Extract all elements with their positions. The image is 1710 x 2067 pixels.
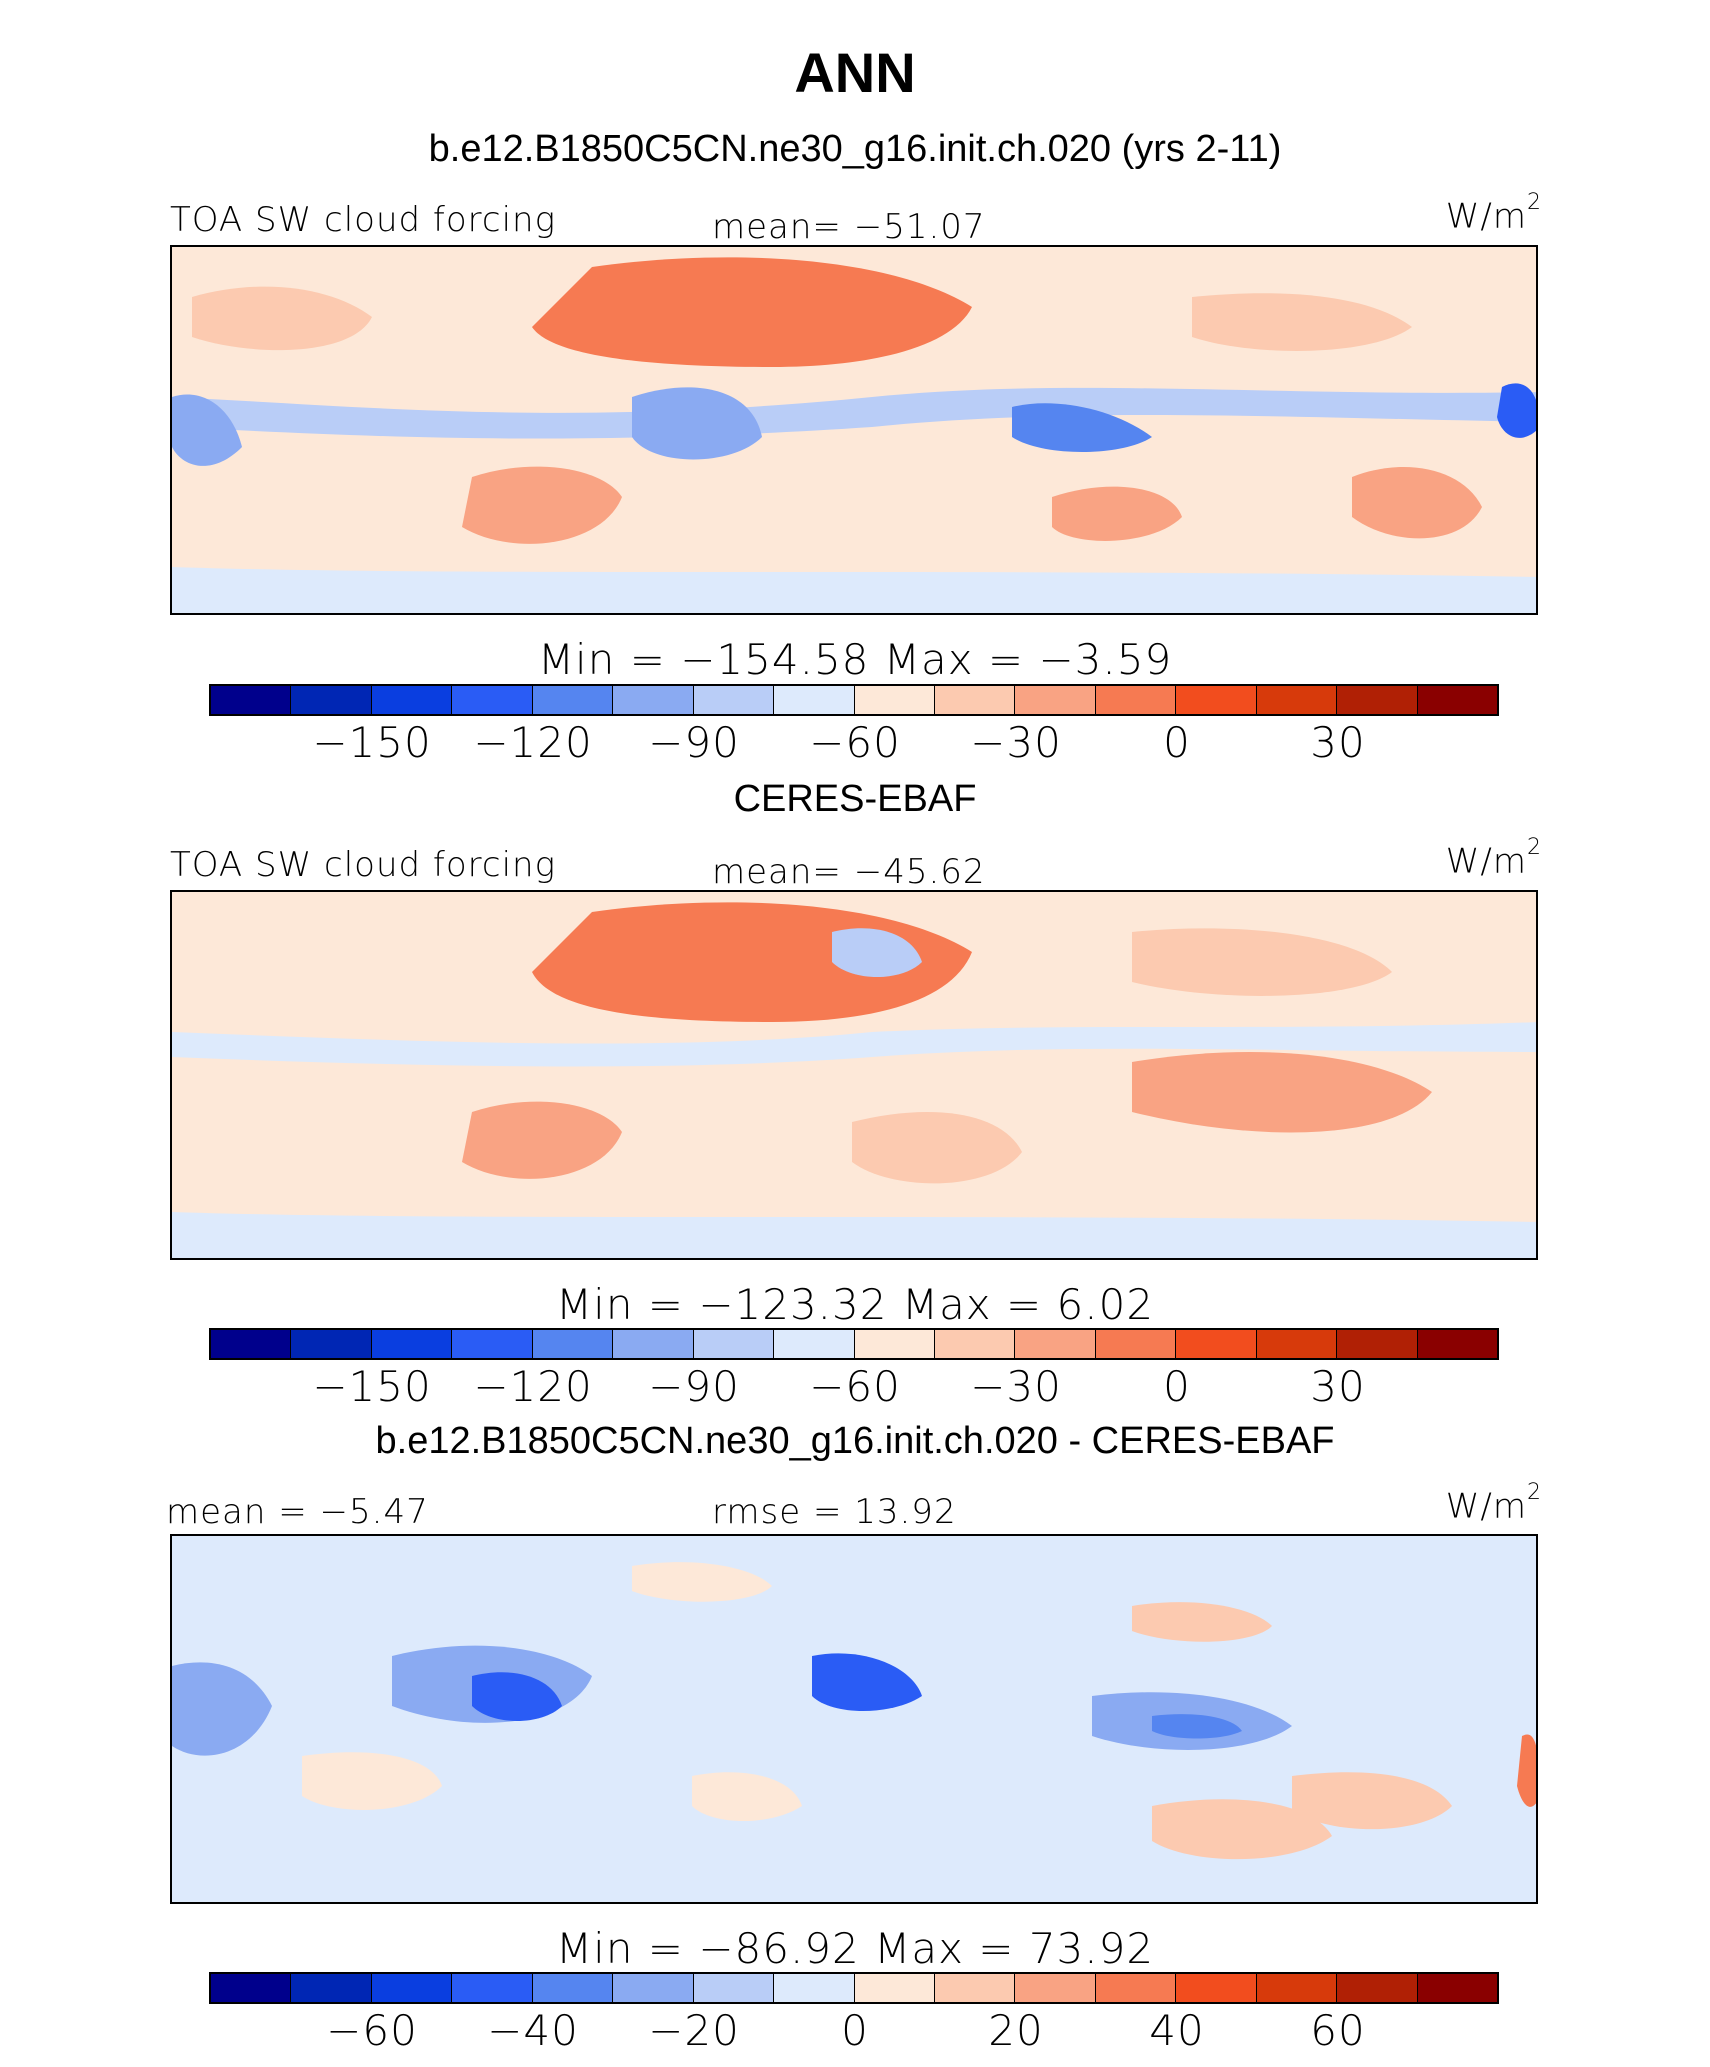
panel-2-tick: −60 bbox=[809, 1362, 901, 1411]
colorbar-cell bbox=[291, 1330, 372, 1358]
colorbar-cell bbox=[854, 1974, 935, 2002]
colorbar-cell bbox=[532, 1330, 614, 1358]
panel-3-minmax: Min = −86.92 Max = 73.92 bbox=[555, 1924, 1155, 1973]
colorbar-cell bbox=[1337, 686, 1418, 714]
panel-1-minmax: Min = −154.58 Max = −3.59 bbox=[537, 635, 1173, 684]
panel-3-map bbox=[170, 1534, 1538, 1904]
panel-3-tick: −60 bbox=[326, 2006, 418, 2055]
panel-2-variable-label: TOA SW cloud forcing bbox=[170, 845, 556, 885]
panel-2-tick: −150 bbox=[312, 1362, 432, 1411]
colorbar-cell bbox=[613, 1974, 694, 2002]
panel-1-variable-label: TOA SW cloud forcing bbox=[170, 200, 556, 240]
panel-3-tick: 60 bbox=[1310, 2006, 1366, 2055]
colorbar-cell bbox=[693, 1974, 775, 2002]
colorbar-cell bbox=[211, 686, 292, 714]
colorbar-cell bbox=[452, 686, 533, 714]
colorbar-cell bbox=[1015, 1330, 1096, 1358]
colorbar-cell bbox=[693, 686, 775, 714]
panel-2-colorbar bbox=[209, 1328, 1499, 1360]
colorbar-cell bbox=[613, 686, 694, 714]
colorbar-cell bbox=[371, 686, 453, 714]
panel-1-tick: 0 bbox=[1163, 718, 1191, 767]
colorbar-cell bbox=[371, 1974, 453, 2002]
colorbar-cell bbox=[1095, 686, 1177, 714]
figure-title: ANN bbox=[794, 41, 916, 104]
panel-2-minmax: Min = −123.32 Max = 6.02 bbox=[555, 1280, 1155, 1329]
colorbar-cell bbox=[211, 1974, 292, 2002]
colorbar-cell bbox=[211, 1330, 292, 1358]
panel-2-map bbox=[170, 890, 1538, 1260]
panel-1-contour-field bbox=[172, 247, 1536, 613]
panel-3-rmse-label: rmse = 13.92 bbox=[712, 1492, 957, 1532]
colorbar-cell bbox=[1337, 1974, 1418, 2002]
panel-2-heading: CERES-EBAF bbox=[733, 778, 977, 820]
colorbar-cell bbox=[452, 1974, 533, 2002]
colorbar-cell bbox=[291, 1974, 372, 2002]
panel-2-tick: −120 bbox=[473, 1362, 593, 1411]
panel-1-heading: b.e12.B1850C5CN.ne30_g16.init.ch.020 (yr… bbox=[428, 128, 1282, 170]
panel-3-heading: b.e12.B1850C5CN.ne30_g16.init.ch.020 - C… bbox=[375, 1420, 1335, 1462]
panel-3-tick: 40 bbox=[1149, 2006, 1205, 2055]
panel-2-tick: 30 bbox=[1310, 1362, 1366, 1411]
colorbar-cell bbox=[934, 686, 1016, 714]
colorbar-cell bbox=[371, 1330, 453, 1358]
colorbar-cell bbox=[1095, 1974, 1177, 2002]
colorbar-cell bbox=[1256, 1974, 1338, 2002]
colorbar-cell bbox=[1256, 1330, 1338, 1358]
panel-1-tick: −90 bbox=[648, 718, 740, 767]
colorbar-cell bbox=[532, 1974, 614, 2002]
panel-1-tick: −60 bbox=[809, 718, 901, 767]
panel-2-tick: −90 bbox=[648, 1362, 740, 1411]
colorbar-cell bbox=[532, 686, 614, 714]
colorbar-cell bbox=[854, 1330, 935, 1358]
colorbar-cell bbox=[1417, 1974, 1497, 2002]
colorbar-cell bbox=[774, 1330, 855, 1358]
colorbar-cell bbox=[1417, 1330, 1497, 1358]
panel-3-tick: 20 bbox=[988, 2006, 1044, 2055]
panel-1-tick: −30 bbox=[970, 718, 1062, 767]
colorbar-cell bbox=[1417, 686, 1497, 714]
panel-3-units: W/m2 bbox=[1445, 1480, 1542, 1527]
panel-2-mean-label: mean= −45.62 bbox=[712, 852, 986, 892]
colorbar-cell bbox=[1337, 1330, 1418, 1358]
colorbar-cell bbox=[693, 1330, 775, 1358]
panel-1-mean-label: mean= −51.07 bbox=[712, 207, 986, 247]
colorbar-cell bbox=[1256, 686, 1338, 714]
colorbar-cell bbox=[934, 1974, 1016, 2002]
panel-2-units: W/m2 bbox=[1445, 835, 1542, 882]
panel-2-tick: 0 bbox=[1163, 1362, 1191, 1411]
panel-3-tick: 0 bbox=[841, 2006, 869, 2055]
panel-2-tick: −30 bbox=[970, 1362, 1062, 1411]
panel-3-colorbar bbox=[209, 1972, 1499, 2004]
panel-3-tick: −20 bbox=[648, 2006, 740, 2055]
panel-1-tick: −120 bbox=[473, 718, 593, 767]
colorbar-cell bbox=[1095, 1330, 1177, 1358]
colorbar-cell bbox=[1176, 686, 1257, 714]
colorbar-cell bbox=[1176, 1974, 1257, 2002]
colorbar-cell bbox=[854, 686, 935, 714]
colorbar-cell bbox=[613, 1330, 694, 1358]
colorbar-cell bbox=[774, 1974, 855, 2002]
panel-3-mean-label: mean = −5.47 bbox=[166, 1492, 429, 1532]
panel-1-map bbox=[170, 245, 1538, 615]
panel-3-contour-field bbox=[172, 1536, 1536, 1902]
colorbar-cell bbox=[1015, 1974, 1096, 2002]
colorbar-cell bbox=[1015, 686, 1096, 714]
colorbar-cell bbox=[1176, 1330, 1257, 1358]
panel-1-units: W/m2 bbox=[1445, 190, 1542, 237]
panel-2-contour-field bbox=[172, 892, 1536, 1258]
panel-1-colorbar bbox=[209, 684, 1499, 716]
colorbar-cell bbox=[291, 686, 372, 714]
panel-3-tick: −40 bbox=[487, 2006, 579, 2055]
colorbar-cell bbox=[934, 1330, 1016, 1358]
panel-1-tick: −150 bbox=[312, 718, 432, 767]
panel-1-tick: 30 bbox=[1310, 718, 1366, 767]
colorbar-cell bbox=[452, 1330, 533, 1358]
colorbar-cell bbox=[774, 686, 855, 714]
